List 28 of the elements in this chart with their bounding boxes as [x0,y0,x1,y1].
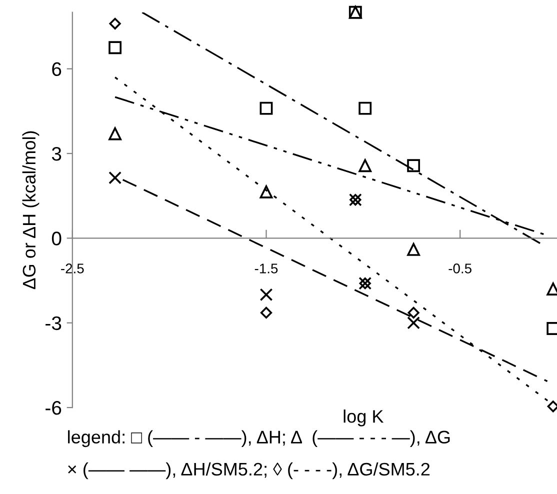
text: legend: □ (—— - ——), ΔH; Δ (—— - - - —), ΔG [68,430,450,448]
y-tick-label: 0 [52,232,62,246]
point [358,102,372,115]
point [407,159,420,172]
point [359,278,371,290]
text: × (—— ——), ΔH/SM5.2; ◊ (- - - -), ΔG/SM5.2 [68,462,430,480]
point [407,316,420,330]
point [260,185,273,198]
point [108,171,122,184]
point [350,194,362,206]
y-tick-label: -3 [46,316,62,330]
point [108,127,122,140]
point [260,102,273,115]
point [407,243,420,256]
x-tick-label: -1.5 [254,264,278,274]
point [408,306,420,319]
y-tick-label: 6 [52,62,62,76]
point [260,288,273,302]
point [108,41,122,54]
y-tick-label: 3 [52,146,62,161]
y-tick-label: -6 [46,401,62,415]
point [109,18,121,30]
x-tick-label: -2.5 [61,264,84,274]
point [260,306,272,319]
point [358,159,372,172]
y-axis-title: ΔG or ΔH (kcal/mol) [22,131,40,290]
x-tick-label: -0.5 [448,264,472,274]
x-axis-title: log K [344,410,384,426]
